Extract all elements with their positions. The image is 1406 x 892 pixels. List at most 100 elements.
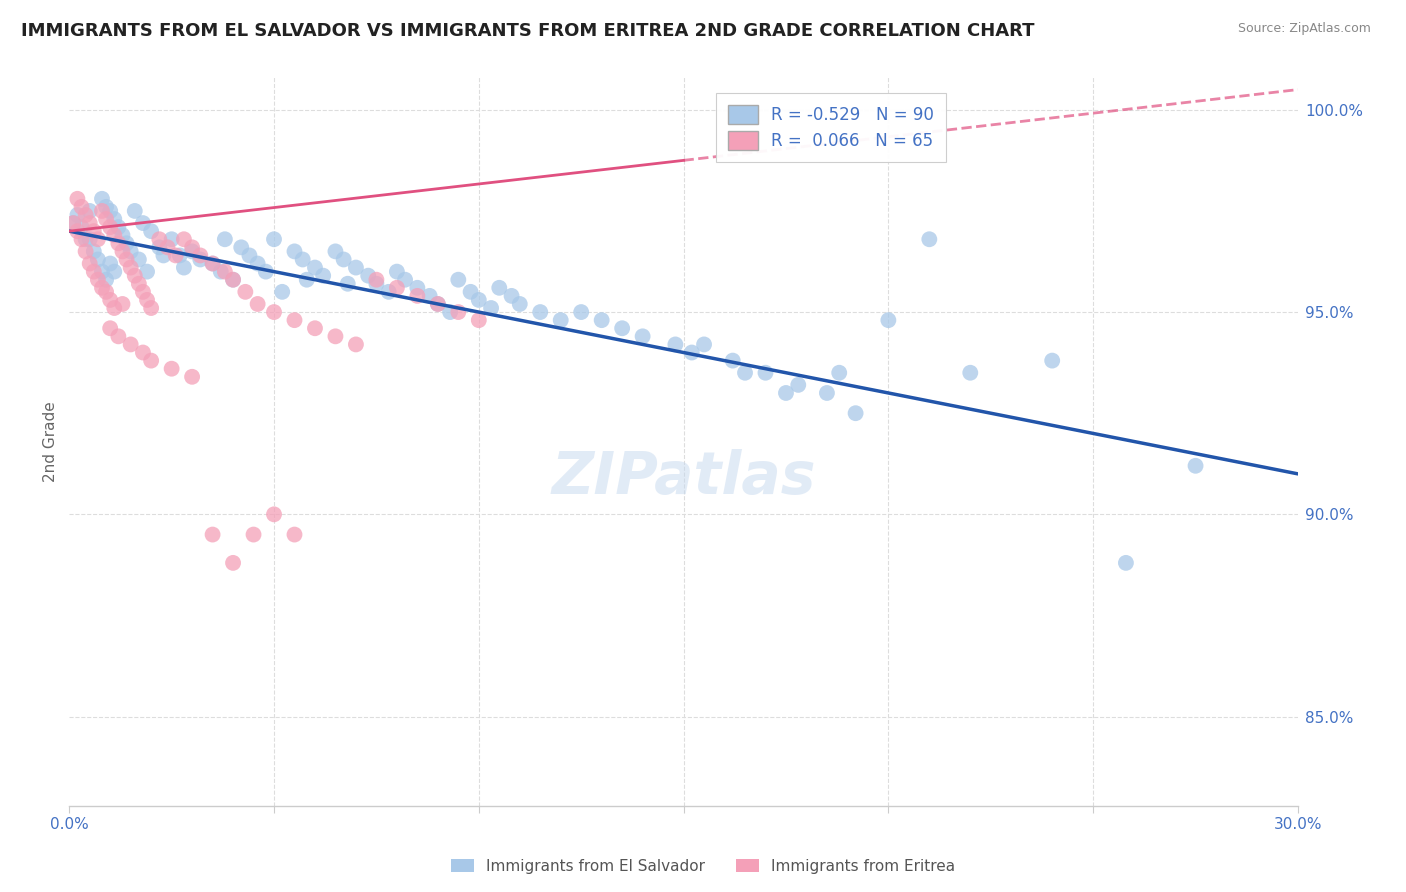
Point [152,248,174,262]
Point [242,527,264,541]
Point [312,268,335,283]
Point [787,377,810,392]
Point [631,329,654,343]
Point [468,313,491,327]
Point [246,256,269,270]
Point [87,232,110,246]
Point [959,366,981,380]
Point [344,337,367,351]
Point [136,293,159,307]
Point [103,228,125,243]
Point [775,386,797,401]
Point [877,313,900,327]
Point [136,265,159,279]
Point [295,273,318,287]
Point [479,301,502,315]
Point [222,556,245,570]
Point [115,252,138,267]
Point [231,240,253,254]
Point [128,277,150,291]
Point [332,252,354,267]
Point [188,252,211,267]
Point [366,277,388,291]
Point [845,406,868,420]
Point [132,345,155,359]
Point [344,260,367,275]
Point [124,268,146,283]
Point [447,305,470,319]
Point [87,252,110,267]
Point [165,248,187,262]
Point [488,281,510,295]
Point [1115,556,1137,570]
Point [591,313,613,327]
Point [188,248,211,262]
Y-axis label: 2nd Grade: 2nd Grade [44,401,58,482]
Point [83,224,105,238]
Point [721,353,744,368]
Point [426,297,449,311]
Point [664,337,686,351]
Point [254,265,277,279]
Point [336,277,359,291]
Point [148,232,170,246]
Point [83,265,105,279]
Point [79,216,101,230]
Point [98,203,121,218]
Point [201,527,224,541]
Point [160,232,183,246]
Point [66,224,89,238]
Point [406,281,429,295]
Point [271,285,294,299]
Point [66,192,89,206]
Point [91,203,114,218]
Point [70,220,93,235]
Point [124,203,146,218]
Point [103,265,125,279]
Point [91,265,114,279]
Point [385,281,408,295]
Point [201,256,224,270]
Point [173,232,195,246]
Point [62,216,84,230]
Point [181,240,204,254]
Point [426,297,449,311]
Point [754,366,776,380]
Point [181,244,204,259]
Point [233,285,256,299]
Point [70,232,93,246]
Point [214,265,236,279]
Point [357,268,380,283]
Point [394,273,416,287]
Point [246,297,269,311]
Point [148,240,170,254]
Point [98,256,121,270]
Point [111,228,134,243]
Point [214,232,236,246]
Point [103,301,125,315]
Point [83,244,105,259]
Point [79,232,101,246]
Point [75,244,97,259]
Point [325,244,347,259]
Point [91,192,114,206]
Point [291,252,314,267]
Point [366,273,388,287]
Point [1040,353,1063,368]
Point [681,345,703,359]
Point [115,236,138,251]
Point [98,321,121,335]
Text: IMMIGRANTS FROM EL SALVADOR VS IMMIGRANTS FROM ERITREA 2ND GRADE CORRELATION CHA: IMMIGRANTS FROM EL SALVADOR VS IMMIGRANT… [21,22,1035,40]
Text: ZIPatlas: ZIPatlas [551,450,815,507]
Point [91,281,114,295]
Point [120,260,142,275]
Point [734,366,756,380]
Point [263,508,285,522]
Point [139,224,162,238]
Point [107,329,129,343]
Point [569,305,592,319]
Point [828,366,851,380]
Point [107,220,129,235]
Point [120,244,142,259]
Point [283,527,305,541]
